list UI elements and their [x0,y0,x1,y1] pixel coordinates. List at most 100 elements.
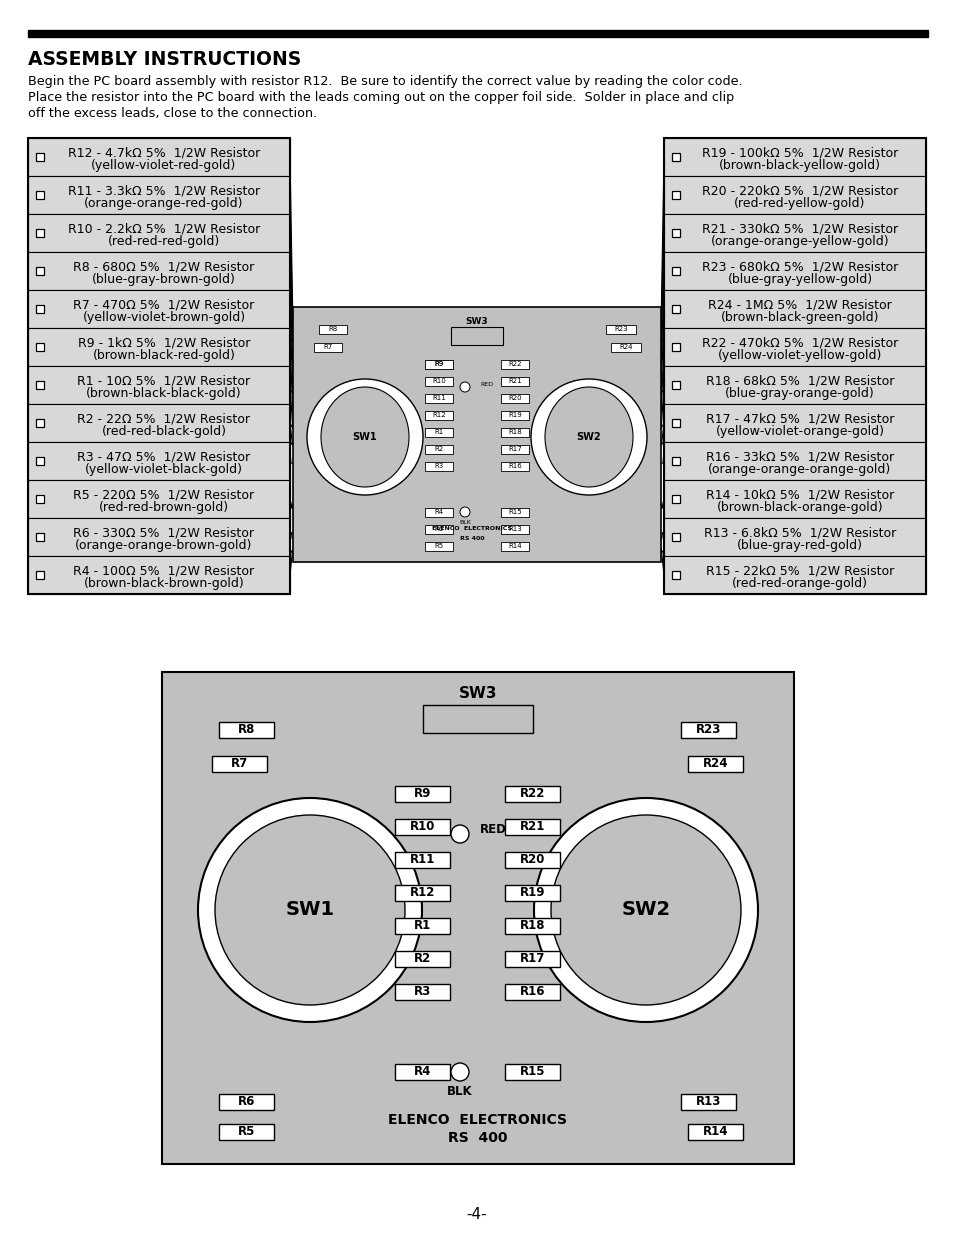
Circle shape [307,379,422,495]
Text: R22: R22 [508,361,521,367]
Bar [395,951,450,967]
Text: (yellow-violet-brown-gold): (yellow-violet-brown-gold) [82,311,245,324]
Bar [28,252,290,290]
Text: R4: R4 [414,1066,432,1078]
Text: R11 - 3.3kΩ 5%  1/2W Resistor: R11 - 3.3kΩ 5% 1/2W Resistor [68,184,260,198]
Bar [28,480,290,517]
Text: R5: R5 [238,1125,255,1139]
Bar [36,495,44,503]
Text: R8 - 680Ω 5%  1/2W Resistor: R8 - 680Ω 5% 1/2W Resistor [73,261,254,273]
Text: R20: R20 [519,853,545,867]
Text: SW3: SW3 [458,687,497,701]
Text: (brown-black-green-gold): (brown-black-green-gold) [720,311,879,324]
Text: R6: R6 [238,1095,255,1109]
Bar [28,556,290,594]
Bar [688,1124,742,1140]
Text: (orange-orange-yellow-gold): (orange-orange-yellow-gold) [710,235,888,248]
Bar [424,410,453,420]
Text: R16 - 33kΩ 5%  1/2W Resistor: R16 - 33kΩ 5% 1/2W Resistor [705,450,893,463]
Text: R14 - 10kΩ 5%  1/2W Resistor: R14 - 10kΩ 5% 1/2W Resistor [705,488,893,501]
Text: R13 - 6.8kΩ 5%  1/2W Resistor: R13 - 6.8kΩ 5% 1/2W Resistor [703,526,895,538]
Text: R16: R16 [519,986,545,999]
Text: SW1: SW1 [285,900,335,920]
Bar [395,1065,450,1079]
Text: SW2: SW2 [576,432,600,442]
Bar [28,404,290,442]
Text: R23: R23 [696,724,720,736]
Text: R23: R23 [614,326,627,332]
Bar [663,177,925,214]
Text: R9: R9 [434,361,443,367]
Bar [671,191,679,199]
Bar [28,517,290,556]
Bar [36,457,44,466]
Bar [671,534,679,541]
Text: RED: RED [479,824,506,836]
Bar [500,462,529,471]
Text: R7 - 470Ω 5%  1/2W Resistor: R7 - 470Ω 5% 1/2W Resistor [73,298,254,311]
Bar [28,214,290,252]
Bar [36,343,44,351]
Bar [671,457,679,466]
Text: R12: R12 [410,887,436,899]
Bar [424,359,453,368]
Bar [213,756,267,772]
Bar [36,153,44,161]
Bar [219,1094,274,1110]
Bar [500,359,529,368]
Text: R24: R24 [618,345,632,350]
Bar [395,852,450,868]
Text: Begin the PC board assembly with resistor R12.  Be sure to identify the correct : Begin the PC board assembly with resisto… [28,75,741,88]
Text: R13: R13 [508,526,521,532]
Text: (blue-gray-brown-gold): (blue-gray-brown-gold) [92,273,235,287]
Text: BLK: BLK [447,1086,473,1098]
Bar [663,329,925,366]
Bar [314,342,341,352]
Bar [500,445,529,453]
Bar [505,1065,560,1079]
Circle shape [551,815,740,1005]
Text: (red-red-yellow-gold): (red-red-yellow-gold) [734,198,864,210]
Bar [663,404,925,442]
Bar [500,410,529,420]
Text: R3: R3 [414,986,431,999]
Text: R13: R13 [696,1095,720,1109]
Text: R17 - 47kΩ 5%  1/2W Resistor: R17 - 47kΩ 5% 1/2W Resistor [705,412,893,425]
Text: R22: R22 [519,788,545,800]
Bar [663,290,925,329]
Text: R14: R14 [702,1125,728,1139]
Bar [663,442,925,480]
Text: R17: R17 [508,446,521,452]
Text: RED: RED [479,383,493,388]
Bar [505,984,560,1000]
Bar [663,214,925,252]
Text: R21 - 330kΩ 5%  1/2W Resistor: R21 - 330kΩ 5% 1/2W Resistor [701,222,897,235]
Bar [424,359,453,368]
Bar [219,1124,274,1140]
Bar [663,252,925,290]
Text: R9: R9 [414,788,432,800]
Text: BLK: BLK [458,520,471,525]
Text: SW1: SW1 [353,432,377,442]
Text: ELENCO  ELECTRONICS: ELENCO ELECTRONICS [388,1113,567,1128]
Bar [671,571,679,579]
Bar [36,534,44,541]
Text: (red-red-brown-gold): (red-red-brown-gold) [99,501,229,514]
Text: R8: R8 [328,326,337,332]
Text: (yellow-violet-black-gold): (yellow-violet-black-gold) [85,463,243,475]
Text: R23 - 680kΩ 5%  1/2W Resistor: R23 - 680kΩ 5% 1/2W Resistor [701,261,897,273]
Text: (red-red-orange-gold): (red-red-orange-gold) [731,577,867,590]
Bar [688,756,742,772]
Bar [505,885,560,902]
Bar [505,951,560,967]
Bar [36,267,44,275]
Bar [28,177,290,214]
Text: R3: R3 [434,463,443,469]
Bar [28,442,290,480]
Text: (brown-black-red-gold): (brown-black-red-gold) [92,350,235,362]
Text: Place the resistor into the PC board with the leads coming out on the copper foi: Place the resistor into the PC board wit… [28,91,734,104]
Bar [36,305,44,312]
Bar [28,138,290,177]
Bar [671,228,679,237]
Text: R7: R7 [232,757,249,771]
